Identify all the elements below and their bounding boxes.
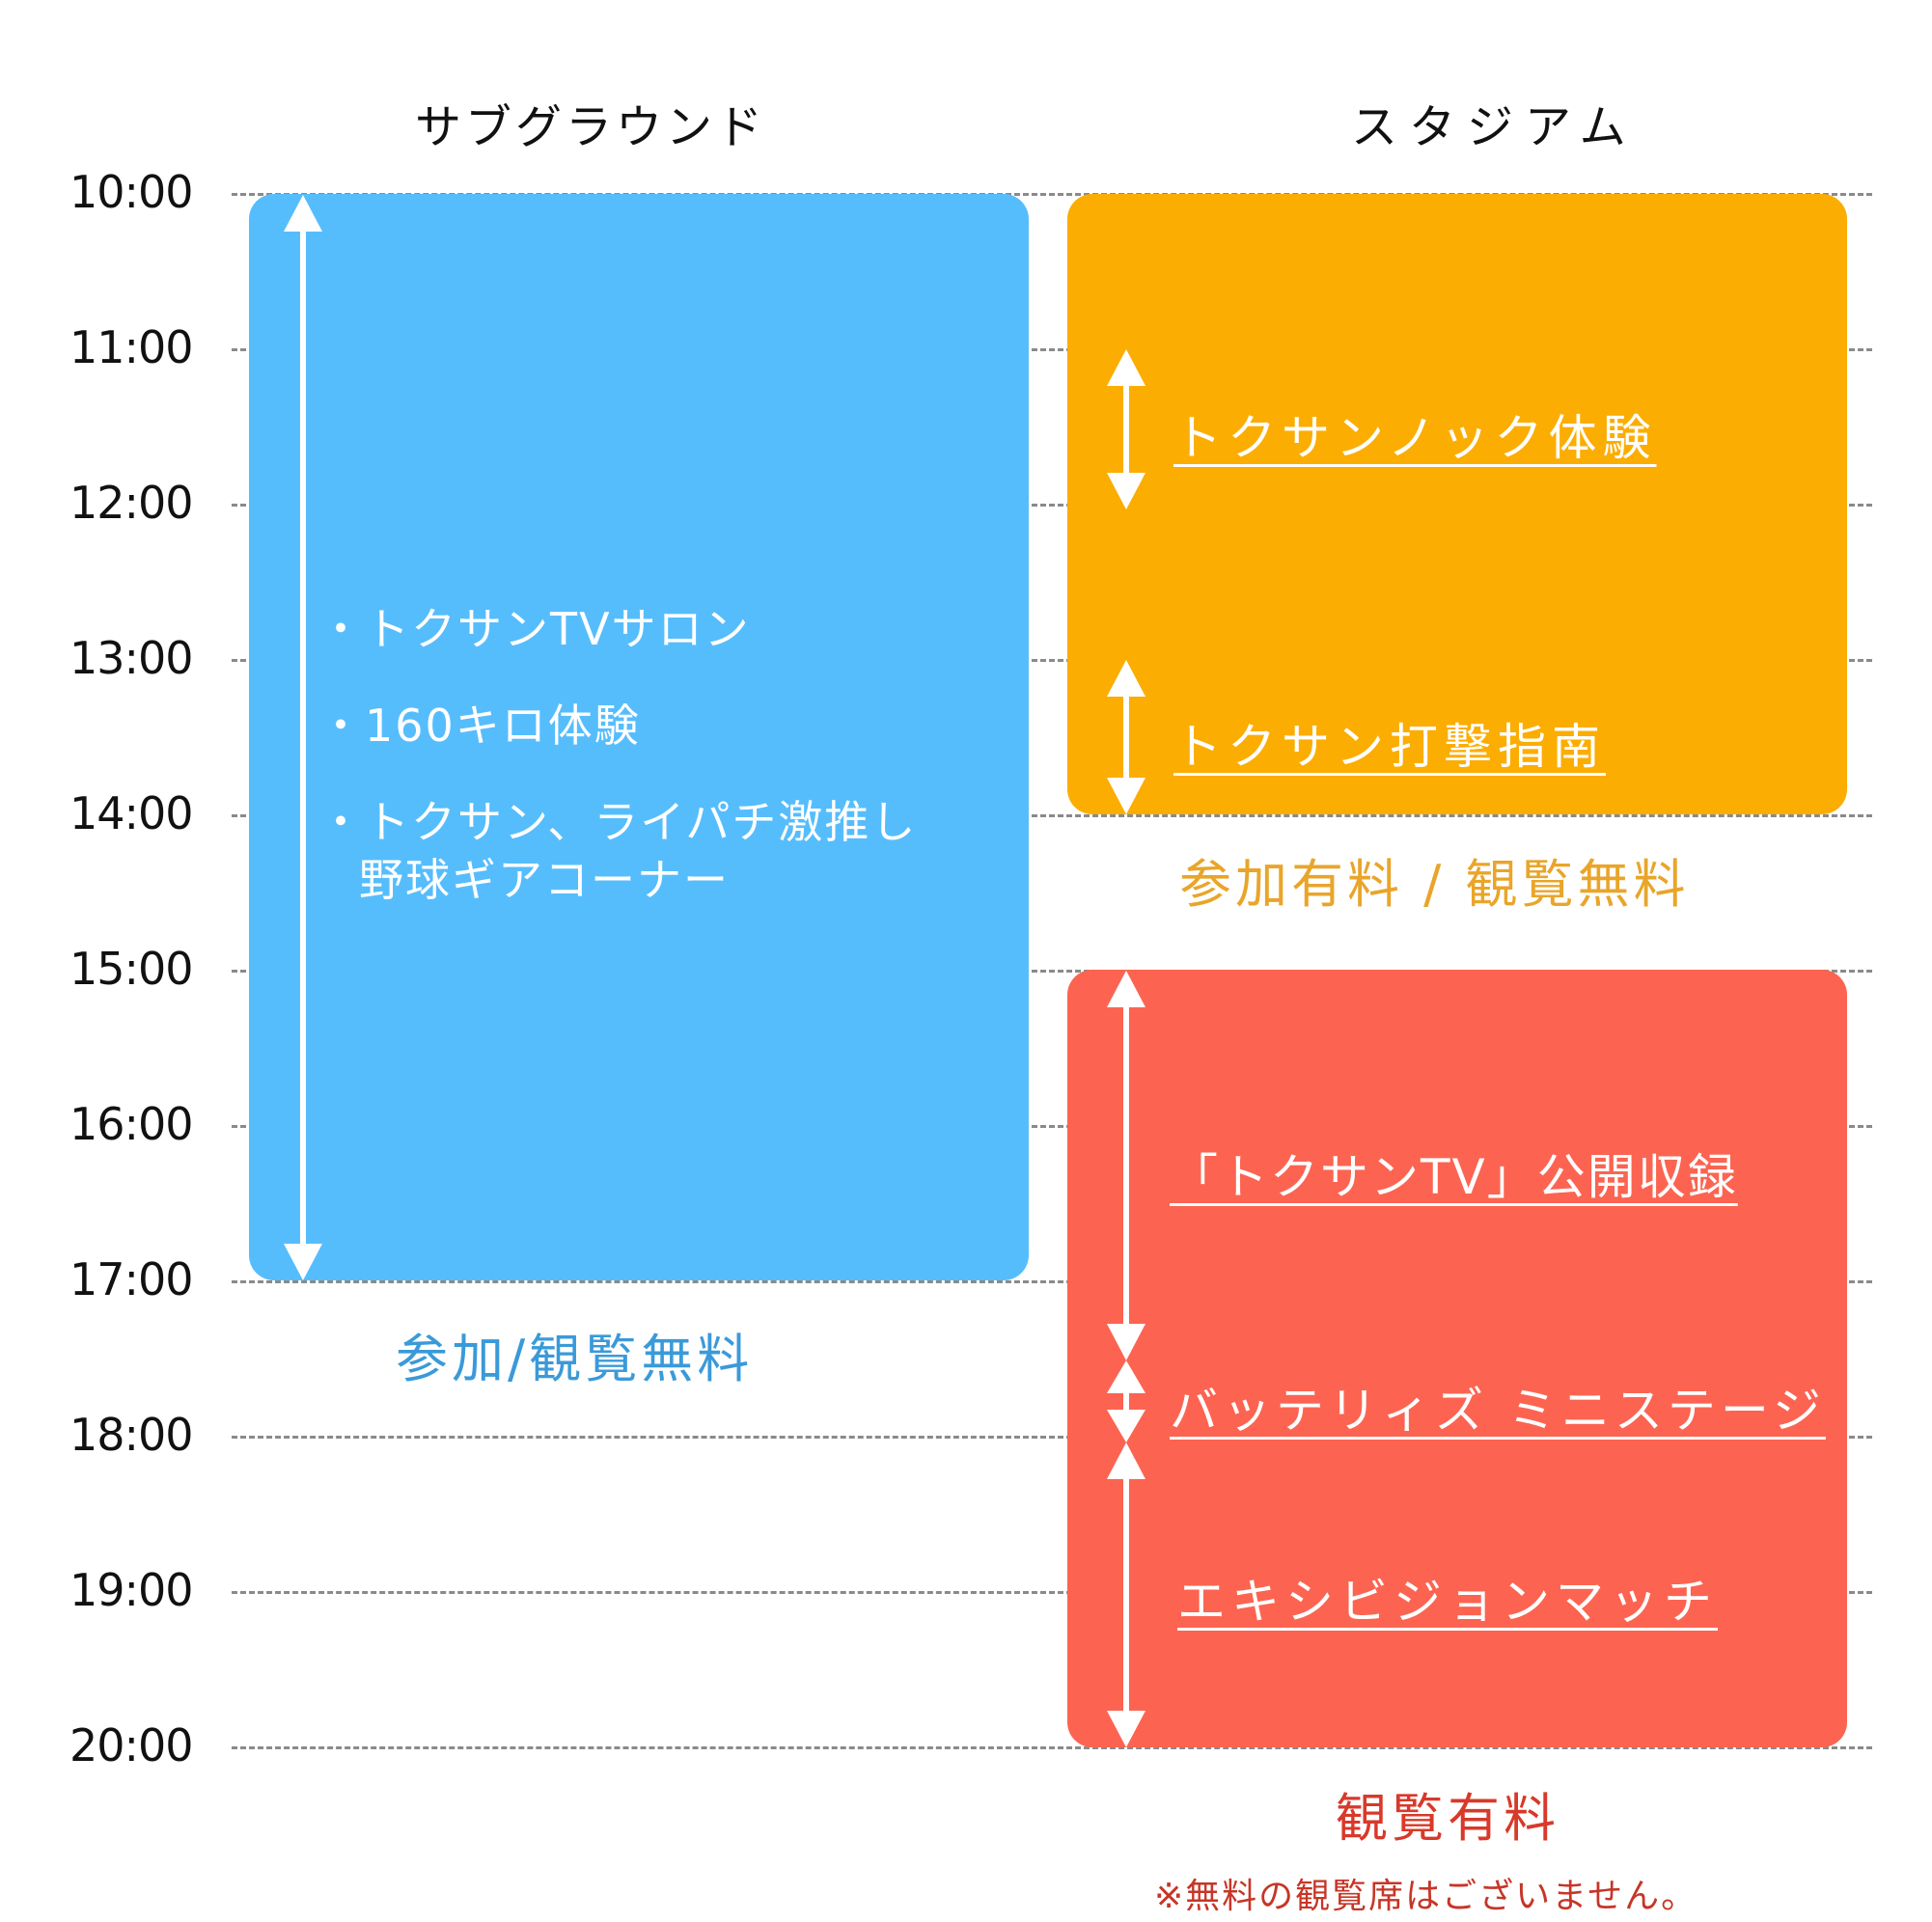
event-link-knock[interactable]: トクサンノック体験 [1173,410,1657,466]
double-arrow-icon [1107,971,1145,1360]
stadium-header: スタジアム [1351,100,1638,154]
time-label: 14:00 [69,787,194,839]
gridline [232,504,1872,507]
stadium-pm-block [1067,970,1847,1747]
time-label: 18:00 [69,1409,194,1461]
stadium-am-fee: 参加有料 / 観覧無料 [1179,854,1690,915]
double-arrow-icon [1107,349,1145,509]
double-arrow-icon [284,195,322,1280]
gridline [232,814,1872,817]
time-label: 10:00 [69,166,194,218]
stadium-pm-note: ※無料の観覧席はございません。 [1154,1877,1698,1916]
sub-ground-block [249,194,1029,1280]
event-link-batting[interactable]: トクサン打撃指南 [1173,719,1606,775]
gridline [232,348,1872,351]
time-label: 16:00 [69,1098,194,1150]
double-arrow-icon [1107,660,1145,814]
gridline [232,193,1872,196]
time-label: 15:00 [69,943,194,995]
event-link-recording[interactable]: 「トクサンTV」公開収録 [1170,1149,1738,1205]
time-label: 12:00 [69,477,194,529]
sub-ground-item: ・トクサンTVサロン [318,603,751,655]
gridline [232,1436,1872,1439]
gridline [232,970,1872,973]
gridline [232,1125,1872,1128]
stadium-am-block [1067,194,1847,814]
sub-ground-item: ・トクサン、ライパチ激推し [318,796,918,848]
sub-ground-item: ・160キロ体験 [318,700,641,752]
gridline [232,1280,1872,1283]
stadium-pm-fee: 観覧有料 [1336,1788,1559,1849]
gridline [232,1591,1872,1594]
double-arrow-icon [1107,1442,1145,1747]
sub-ground-fee: 参加/観覧無料 [396,1329,754,1389]
event-link-mini-stage[interactable]: バッテリィズ ミニステージ [1170,1383,1826,1439]
time-label: 19:00 [69,1564,194,1616]
time-label: 11:00 [69,321,194,373]
time-label: 13:00 [69,632,194,684]
event-link-exhibition[interactable]: エキシビジョンマッチ [1177,1574,1718,1630]
sub-ground-item: 野球ギアコーナー [359,854,730,906]
time-label: 17:00 [69,1253,194,1305]
gridline [232,1746,1872,1749]
sub-ground-header: サブグラウンド [415,100,767,154]
double-arrow-icon [1107,1360,1145,1442]
time-label: 20:00 [69,1719,194,1771]
gridline [232,659,1872,662]
